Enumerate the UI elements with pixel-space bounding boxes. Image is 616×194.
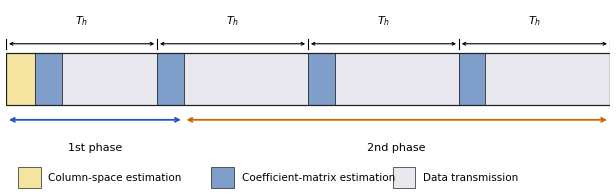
Text: $T_h$: $T_h$ bbox=[528, 14, 541, 28]
Bar bbox=[459, 53, 485, 105]
Bar bbox=[62, 53, 157, 105]
Bar bbox=[308, 53, 334, 105]
Bar bbox=[6, 53, 610, 105]
Text: $T_h$: $T_h$ bbox=[377, 14, 390, 28]
Text: Data transmission: Data transmission bbox=[423, 173, 518, 183]
Bar bbox=[334, 53, 459, 105]
Bar bbox=[18, 167, 41, 188]
Bar bbox=[184, 53, 308, 105]
Text: $T_h$: $T_h$ bbox=[226, 14, 239, 28]
Bar bbox=[485, 53, 610, 105]
Bar bbox=[211, 167, 234, 188]
Text: Coefficient-matrix estimation: Coefficient-matrix estimation bbox=[241, 173, 395, 183]
Text: 2nd phase: 2nd phase bbox=[368, 143, 426, 153]
Text: $T_h$: $T_h$ bbox=[75, 14, 88, 28]
Bar bbox=[392, 167, 415, 188]
Bar bbox=[35, 53, 62, 105]
Text: 1st phase: 1st phase bbox=[68, 143, 122, 153]
Bar bbox=[157, 53, 184, 105]
Text: Column-space estimation: Column-space estimation bbox=[49, 173, 182, 183]
Bar bbox=[6, 53, 35, 105]
